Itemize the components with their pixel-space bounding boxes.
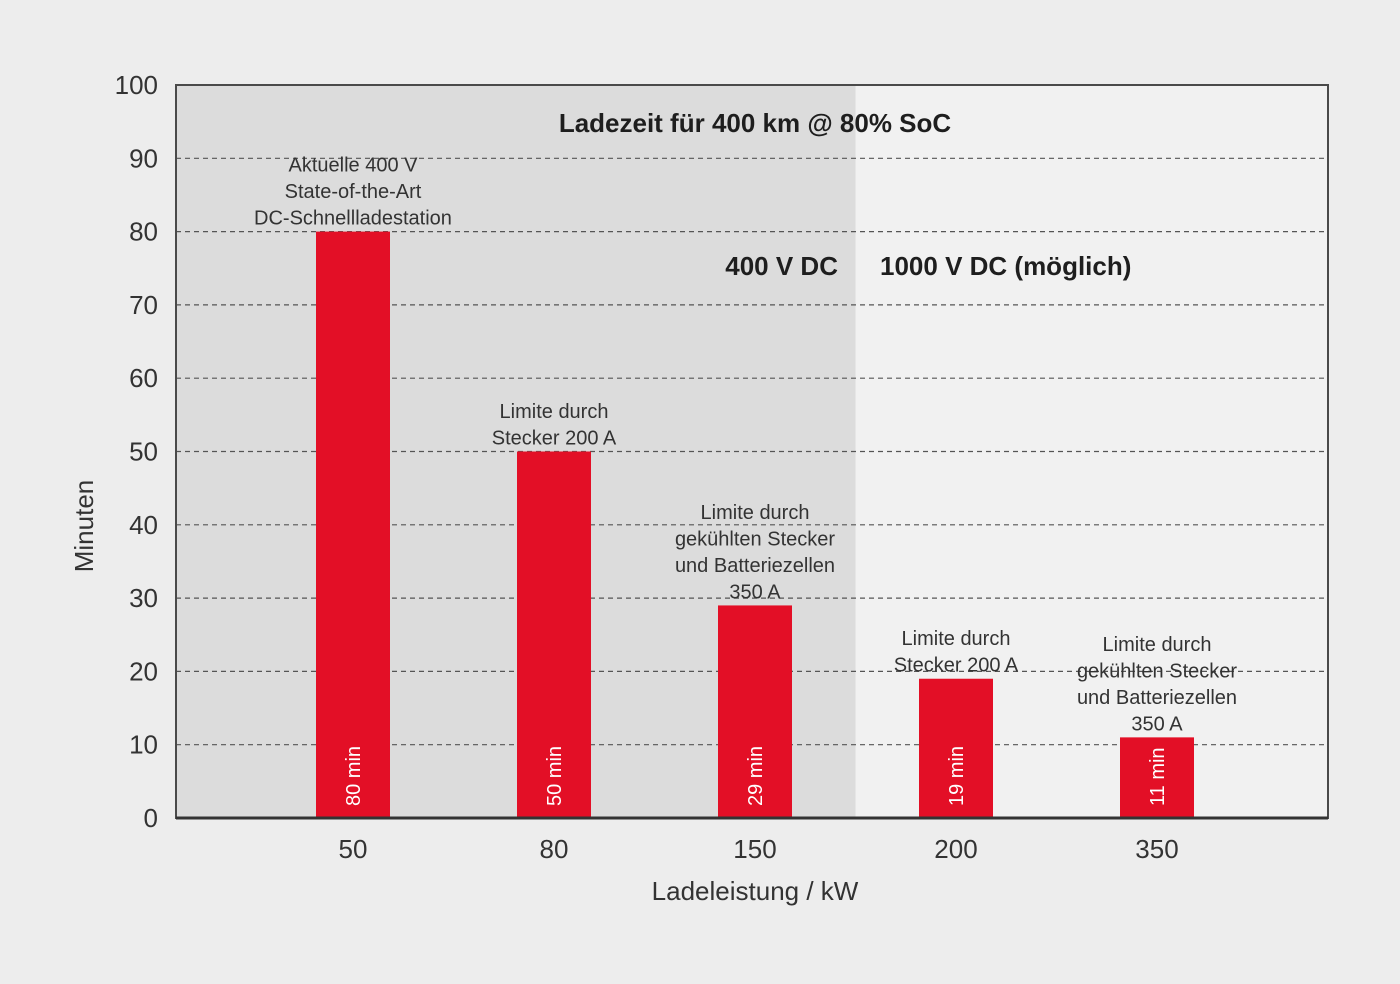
bar-annotation-line: Limite durch: [500, 401, 609, 423]
bar-annotation-line: gekühlten Stecker: [1077, 660, 1237, 682]
bar-annotation-line: 350 A: [729, 581, 781, 603]
y-tick-label: 60: [129, 363, 158, 393]
y-tick-label: 100: [115, 70, 158, 100]
x-tick-label: 200: [934, 834, 977, 864]
bar-value-label: 19 min: [946, 746, 968, 806]
y-tick-label: 70: [129, 290, 158, 320]
bar-value-label: 80 min: [343, 746, 365, 806]
chart-title: Ladezeit für 400 km @ 80% SoC: [559, 108, 952, 138]
x-axis-ticks: 50 80 150 200 350: [339, 834, 1179, 864]
y-axis-label: Minuten: [69, 480, 99, 573]
bar-80: [517, 451, 591, 818]
bars: [316, 231, 1194, 819]
bar-value-label: 11 min: [1147, 747, 1169, 806]
x-tick-label: 350: [1135, 834, 1178, 864]
y-tick-label: 80: [129, 217, 158, 247]
y-tick-label: 10: [129, 730, 158, 760]
bar-150: [718, 605, 792, 818]
bar-annotation-line: DC-Schnellladestation: [254, 208, 452, 230]
bar-annotation-line: 350 A: [1131, 713, 1183, 735]
y-tick-label: 20: [129, 656, 158, 686]
bar-350: [1120, 737, 1194, 818]
bar-value-label: 50 min: [544, 746, 566, 806]
bar-value-labels: 80 min 50 min 29 min 19 min 11 min: [343, 746, 1169, 806]
bar-annotation-line: Limite durch: [902, 628, 1011, 650]
y-tick-label: 50: [129, 437, 158, 467]
x-tick-label: 80: [540, 834, 569, 864]
bar-50: [316, 231, 390, 819]
bar-annotations: Aktuelle 400 V State-of-the-Art DC-Schnell…: [254, 155, 1237, 736]
bar-annotation-line: Limite durch: [701, 502, 810, 524]
y-tick-label: 40: [129, 510, 158, 540]
bar-annotation-line: Aktuelle 400 V: [289, 155, 419, 177]
y-tick-label: 0: [144, 803, 158, 833]
bar-annotation-line: State-of-the-Art: [285, 181, 422, 203]
bar-value-label: 29 min: [745, 746, 767, 806]
bar-annotation-line: und Batteriezellen: [675, 555, 835, 577]
bar-annotation-line: Limite durch: [1103, 634, 1212, 656]
bar-annotation-line: Stecker 200 A: [894, 655, 1019, 677]
y-tick-label: 90: [129, 143, 158, 173]
region-label-400v: 400 V DC: [725, 251, 838, 281]
bar-annotation-line: Stecker 200 A: [492, 428, 617, 450]
bar-annotation-line: und Batteriezellen: [1077, 687, 1237, 709]
bar-annotation-line: gekühlten Stecker: [675, 528, 835, 550]
x-axis-label: Ladeleistung / kW: [652, 876, 859, 906]
y-tick-label: 30: [129, 583, 158, 613]
bar-200: [919, 678, 993, 818]
x-tick-label: 150: [733, 834, 776, 864]
region-label-1000v: 1000 V DC (möglich): [880, 251, 1131, 281]
plot-frame: [175, 84, 1329, 820]
x-tick-label: 50: [339, 834, 368, 864]
y-axis-ticks: 0 10 20 30 40 50 60 70 80 90 100: [115, 70, 158, 833]
